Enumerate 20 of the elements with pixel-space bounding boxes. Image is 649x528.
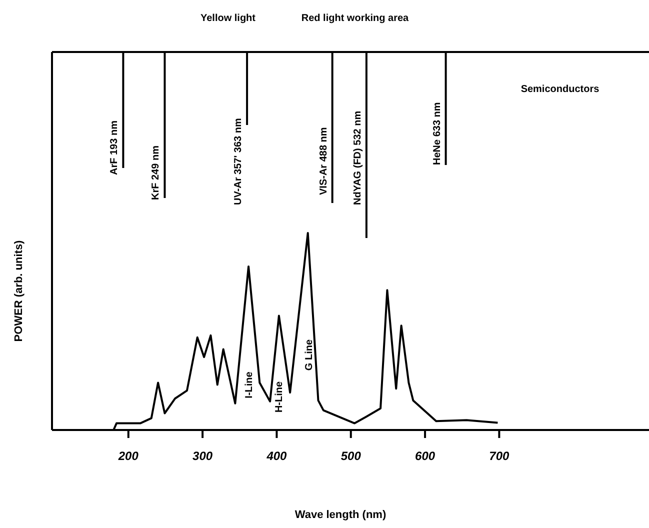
x-tick-label: 600	[415, 449, 436, 463]
x-tick-label: 500	[340, 449, 362, 463]
ref-line-label: ArF 193 nm	[109, 120, 120, 175]
ref-line-label: VIS-Ar 488 nm	[318, 127, 330, 195]
text: Semiconductors	[520, 84, 600, 95]
y-axis-title: POWER (arb. units)	[13, 240, 25, 342]
ref-line-label: UV-Ar 357' 363 nm	[233, 118, 244, 205]
x-axis-title: Wave length (nm)	[294, 509, 386, 521]
text: Red light working area	[301, 13, 410, 24]
annotation: G Line	[304, 339, 315, 371]
annotation: H-Line	[274, 381, 285, 413]
ref-line-label: NdYAG (FD) 532 nm	[352, 110, 364, 205]
x-tick-label: 700	[489, 449, 510, 463]
text: Yellow light	[200, 13, 256, 24]
annotation: I-Line	[244, 371, 255, 398]
x-tick-label: 200	[117, 449, 139, 463]
x-tick-label: 300	[192, 449, 213, 463]
ref-line-label: HeNe 633 nm	[432, 102, 443, 165]
x-tick-label: 400	[266, 449, 288, 463]
ref-line-label: KrF 249 nm	[150, 145, 162, 200]
